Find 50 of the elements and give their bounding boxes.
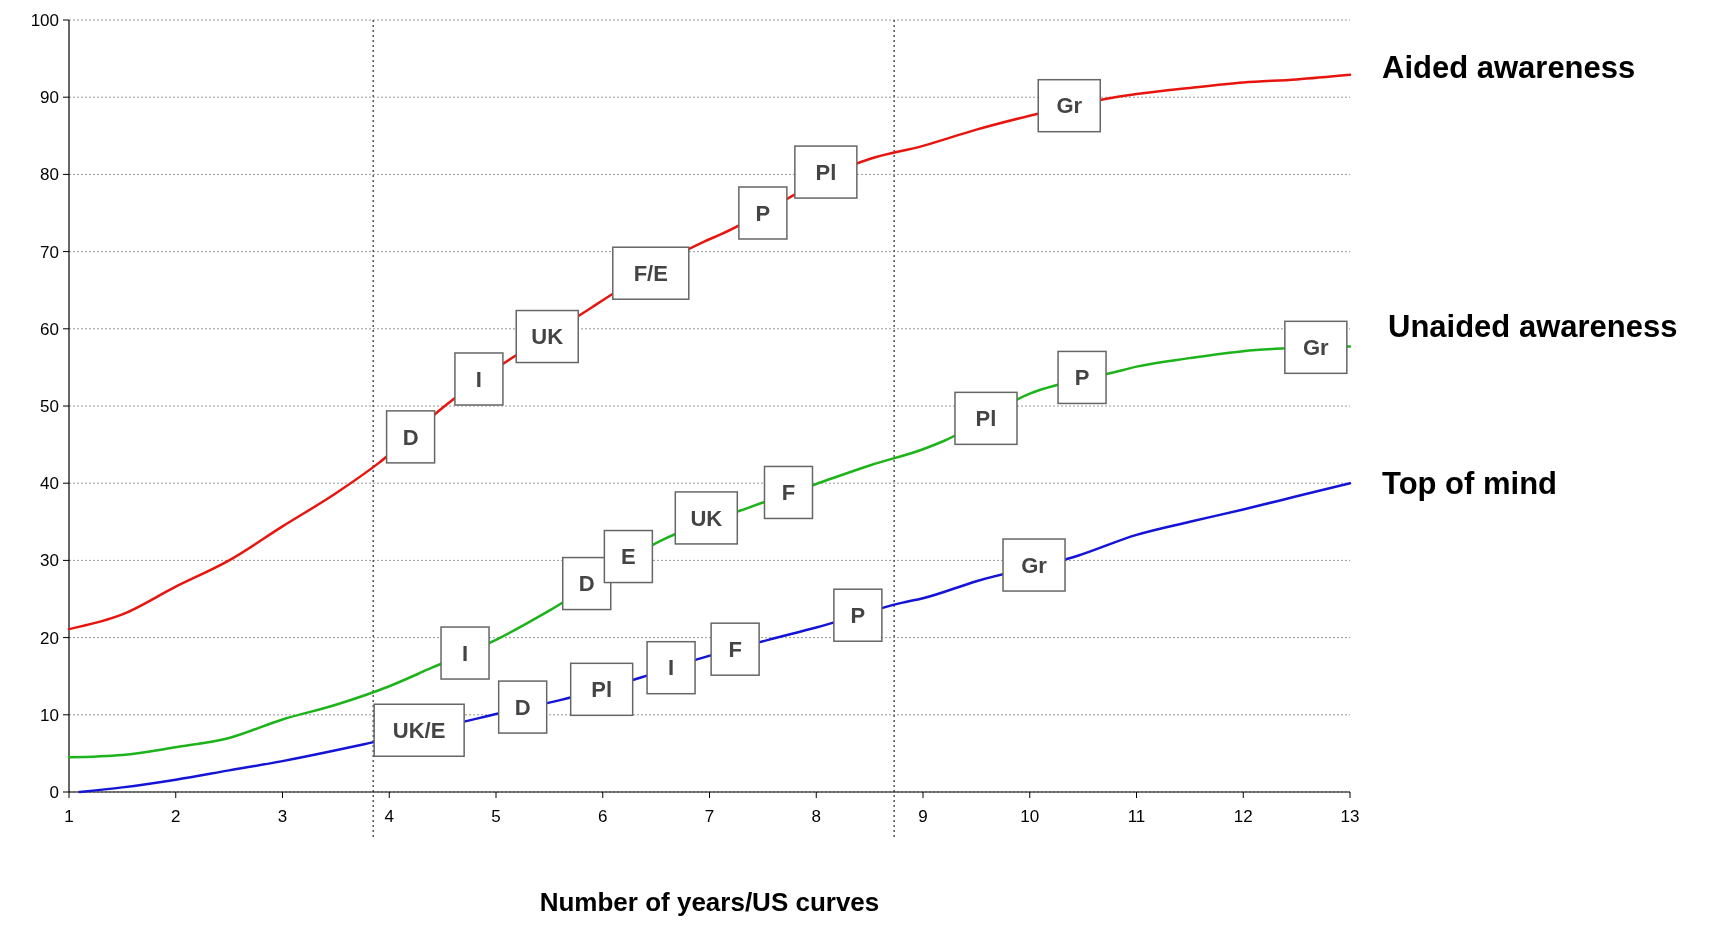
- x-tick-label: 11: [1127, 807, 1146, 826]
- annotation: F: [781, 480, 796, 506]
- series-label: Top of mind: [1382, 466, 1558, 502]
- y-tick-label: 50: [40, 396, 59, 416]
- y-tick-label: 30: [40, 551, 59, 571]
- x-tick-label: 10: [1020, 807, 1040, 826]
- annotation: UK: [690, 505, 723, 531]
- annotation: D: [578, 571, 595, 597]
- x-tick-label: 7: [704, 807, 715, 826]
- x-tick-label: 5: [491, 807, 501, 826]
- annotation: Gr: [1056, 93, 1083, 119]
- x-tick-label: 12: [1233, 807, 1253, 826]
- x-tick-label: 2: [171, 807, 181, 826]
- x-tick-label: 9: [918, 807, 928, 826]
- x-tick-label: 1: [64, 807, 74, 826]
- annotation: UK: [531, 324, 564, 350]
- y-tick-label: 40: [40, 474, 59, 494]
- annotation: D: [402, 424, 419, 450]
- annotation: I: [668, 655, 675, 681]
- annotation: Gr: [1303, 335, 1330, 361]
- x-axis-title: Number of years/US curves: [539, 887, 880, 917]
- x-tick-label: 6: [598, 807, 608, 826]
- x-tick-label: 13: [1340, 807, 1360, 826]
- y-tick-label: 0: [49, 782, 59, 802]
- annotation: E: [621, 544, 636, 570]
- y-tick-label: 100: [30, 10, 59, 30]
- annotation: F: [728, 636, 742, 662]
- y-tick-label: 70: [40, 242, 59, 262]
- annotation: F/E: [633, 260, 668, 286]
- annotation: P: [850, 602, 866, 628]
- annotation: UK/E: [392, 717, 446, 743]
- x-tick-label: 3: [277, 807, 288, 826]
- annotation: P: [1074, 365, 1090, 391]
- series-label: Unaided awareness: [1388, 309, 1678, 345]
- y-tick-label: 20: [40, 628, 59, 648]
- annotation: D: [514, 694, 531, 720]
- annotation: I: [461, 640, 469, 666]
- annotation: I: [475, 366, 482, 392]
- x-tick-label: 4: [384, 807, 394, 826]
- annotation: P: [755, 200, 771, 226]
- annotation: Pl: [815, 159, 837, 185]
- y-tick-label: 80: [40, 165, 59, 185]
- y-tick-label: 90: [40, 88, 59, 108]
- x-tick-label: 8: [811, 807, 821, 826]
- series-label: Aided awareness: [1382, 49, 1636, 85]
- annotation: Gr: [1021, 552, 1048, 578]
- y-tick-label: 10: [40, 705, 59, 725]
- annotation: Pl: [591, 677, 613, 703]
- y-tick-label: 60: [40, 319, 59, 339]
- annotation: Pl: [975, 406, 997, 432]
